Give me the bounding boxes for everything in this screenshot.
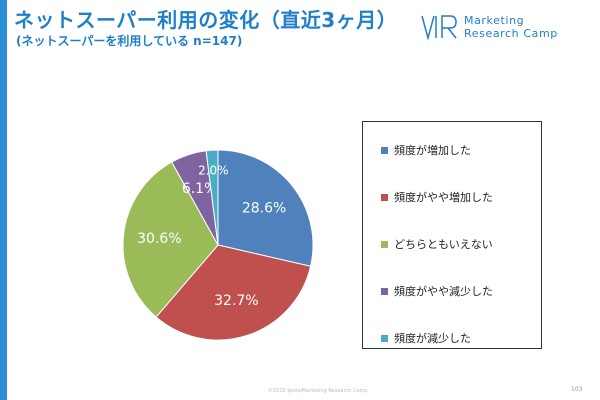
legend-item-2: 頻度がやや増加した <box>381 189 493 205</box>
legend-item-3: どちらともいえない <box>381 236 493 252</box>
legend-item-1: 頻度が増加した <box>381 142 471 158</box>
pie-slice-1 <box>217 149 314 267</box>
legend-label-1: 頻度が増加した <box>394 144 471 157</box>
pie-value-label-1: 28.6% <box>242 200 286 216</box>
pie-slice-2 <box>155 244 312 341</box>
legend-swatch-1 <box>381 146 388 154</box>
footer-copyright: ©2020 Ipsos/Marketing Research Camp <box>268 388 368 394</box>
legend-swatch-3 <box>381 240 388 248</box>
pie-value-label-2: 32.7% <box>214 293 258 309</box>
pie-slice-3 <box>122 161 219 318</box>
legend-swatch-2 <box>381 193 388 201</box>
legend-label-3: どちらともいえない <box>394 238 493 251</box>
pie-value-label-3: 30.6% <box>137 231 181 247</box>
logo-mark-icon <box>421 15 457 41</box>
logo-text: Marketing Research Camp <box>464 14 558 40</box>
slide-subtitle: (ネットスーパーを利用している n=147) <box>16 34 243 48</box>
chart-legend: 頻度が増加した頻度がやや増加した どちらともいえない 頻度がやや減少した 頻度が減少し… <box>362 121 542 349</box>
legend-label-5: 頻度が減少した <box>394 332 471 345</box>
pie-value-label-4: 6.1% <box>182 181 218 197</box>
legend-item-4: 頻度がやや減少した <box>381 283 493 299</box>
brand-logo: Marketing Research Camp <box>420 12 590 44</box>
page-number: 103 <box>571 386 583 393</box>
legend-label-4: 頻度がやや減少した <box>394 285 493 298</box>
left-accent-bar <box>0 0 7 400</box>
legend-item-5: 頻度が減少した <box>381 330 471 346</box>
pie-slice-5 <box>205 149 219 246</box>
legend-label-2: 頻度がやや増加した <box>394 191 493 204</box>
pie-value-label-5: 2.0% <box>198 164 229 178</box>
slide-title: ネットスーパー利用の変化（直近3ヶ月） <box>14 8 398 32</box>
logo-line-1: Marketing <box>464 14 525 27</box>
legend-swatch-5 <box>381 334 388 342</box>
legend-swatch-4 <box>381 287 388 295</box>
logo-line-2: Research Camp <box>464 27 558 40</box>
